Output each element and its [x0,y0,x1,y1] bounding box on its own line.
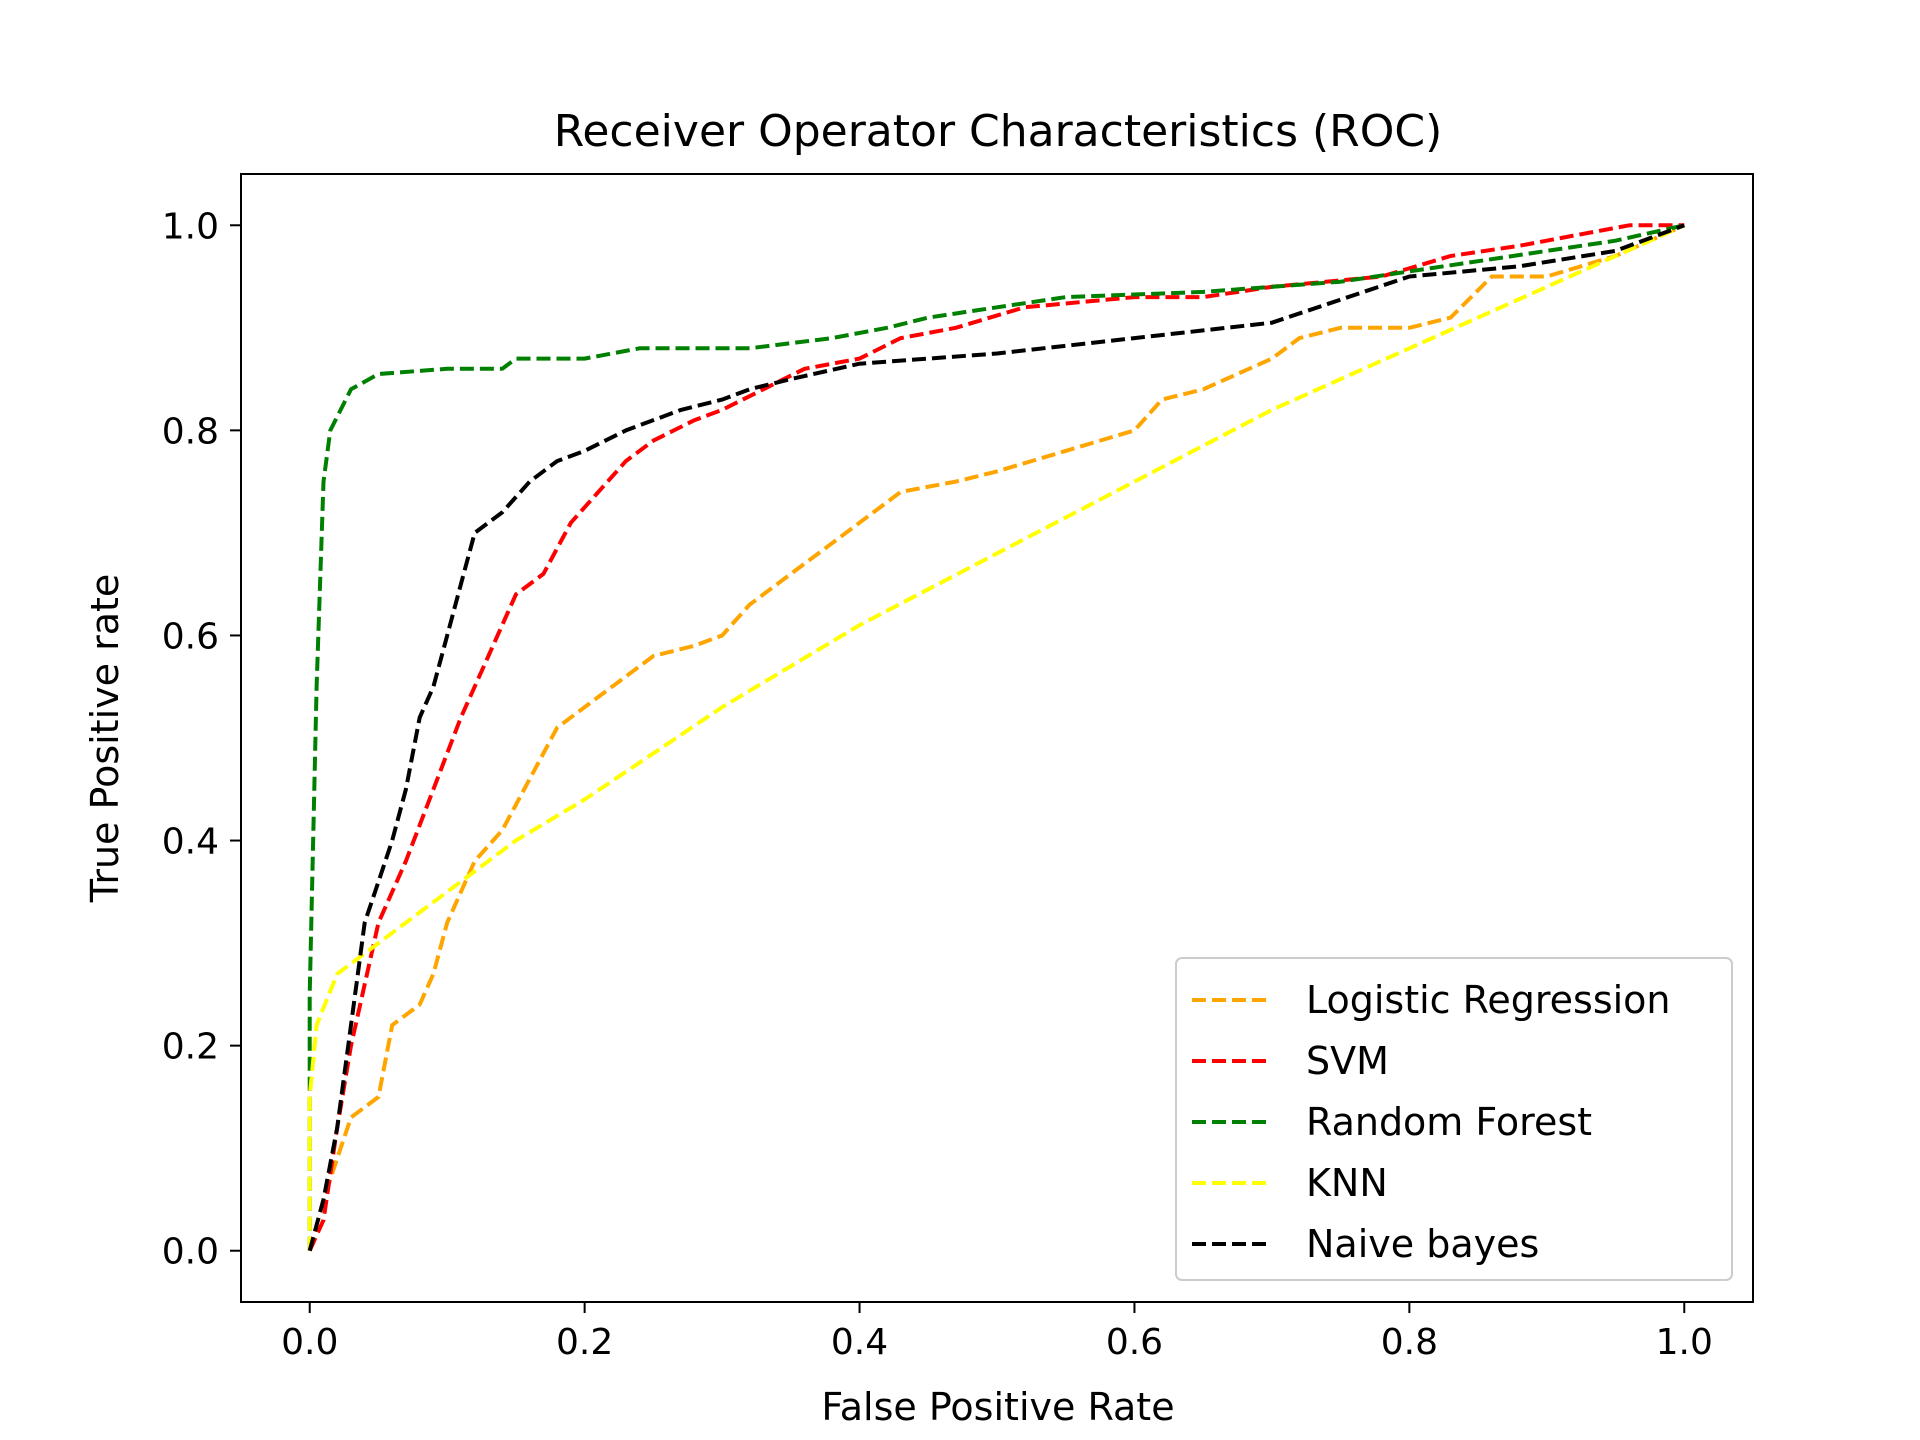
series-layer [307,223,1686,1252]
y-tick-label: 1.0 [162,206,219,247]
legend-box [1175,957,1733,1281]
y-tick-label: 0.0 [162,1232,219,1273]
legend: Logistic Regression SVM Random Forest KNN Na… [1175,957,1733,1281]
x-tick-label: 0.2 [556,1322,613,1363]
x-tick-label: 0.0 [281,1322,338,1363]
x-tick-label: 1.0 [1656,1322,1713,1363]
legend-label-0: Logistic Regression [1306,978,1671,1022]
legend-label-4: Naive bayes [1306,1222,1539,1266]
plot-frame [240,173,1754,1303]
series-line-4 [307,223,1685,1252]
chart-title: Receiver Operator Characteristics (ROC) [554,106,1443,157]
x-tick-label: 0.6 [1106,1322,1163,1363]
y-axis-label: True Positive rate [83,574,127,904]
x-tick-label: 0.4 [831,1322,888,1363]
series-line-3 [307,223,1686,1251]
legend-label-1: SVM [1306,1039,1389,1083]
legend-label-3: KNN [1306,1161,1388,1205]
legend-label-2: Random Forest [1306,1100,1592,1144]
x-tick-label: 0.8 [1381,1322,1438,1363]
series-line-2 [307,223,1685,1251]
series-line-0 [307,223,1686,1252]
y-tick-label: 0.4 [162,822,219,863]
series-line-1 [307,223,1685,1252]
y-tick-label: 0.6 [162,616,219,657]
x-axis-label: False Positive Rate [821,1385,1174,1429]
y-tick-label: 0.8 [162,411,219,452]
y-tick-label: 0.2 [162,1027,219,1068]
x-axis: 0.0 0.2 0.4 0.6 0.8 1.0 [281,1302,1713,1363]
y-axis: 0.0 0.2 0.4 0.6 0.8 1.0 [162,206,241,1273]
